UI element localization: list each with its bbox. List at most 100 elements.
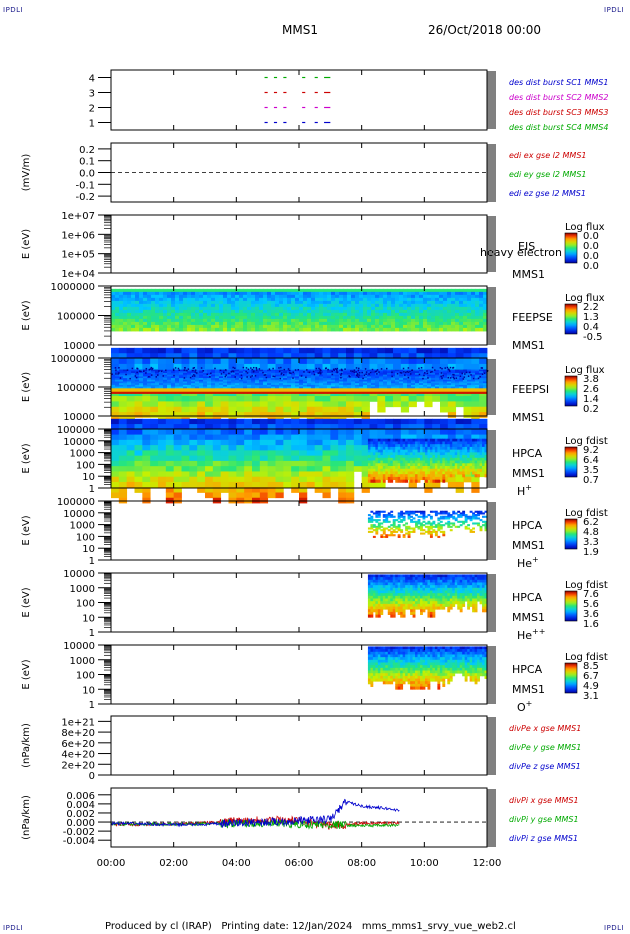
heatmap-cell bbox=[322, 434, 331, 441]
heatmap-cell bbox=[299, 288, 304, 293]
heatmap-cell bbox=[353, 466, 363, 472]
heatmap-cell bbox=[307, 388, 312, 391]
heatmap-cell bbox=[427, 306, 432, 311]
heatmap-speck bbox=[210, 372, 212, 375]
heatmap-cell bbox=[382, 444, 386, 448]
heatmap-speck bbox=[424, 372, 426, 374]
heatmap-speck bbox=[431, 366, 434, 369]
heatmap-cell bbox=[455, 401, 464, 408]
heatmap-cell bbox=[291, 374, 296, 377]
heatmap-cell bbox=[165, 412, 175, 418]
heatmap-cell bbox=[415, 386, 420, 389]
heatmap-cell bbox=[111, 347, 120, 354]
heatmap-cell bbox=[158, 358, 167, 365]
heatmap-cell bbox=[179, 386, 184, 389]
heatmap-cell bbox=[283, 401, 292, 408]
heatmap-cell bbox=[195, 312, 200, 317]
heatmap-cell bbox=[371, 379, 376, 382]
heatmap-cell bbox=[251, 309, 256, 314]
heatmap-cell bbox=[367, 468, 371, 472]
heatmap-cell bbox=[379, 291, 384, 296]
heatmap-cell bbox=[151, 386, 156, 389]
heatmap-speck bbox=[420, 366, 423, 369]
heatmap-speck bbox=[292, 377, 294, 379]
heatmap-speck bbox=[126, 369, 129, 371]
heatmap-cell bbox=[252, 439, 261, 446]
heatmap-cell bbox=[191, 391, 196, 394]
heatmap-speck bbox=[455, 377, 458, 379]
heatmap-cell bbox=[223, 315, 228, 320]
heatmap-cell bbox=[220, 418, 229, 425]
heatmap-cell bbox=[173, 347, 182, 354]
legend-label: edi ez gse l2 MMS1 bbox=[509, 189, 586, 198]
heatmap-speck bbox=[344, 368, 346, 370]
heatmap-cell bbox=[306, 412, 316, 418]
heatmap-cell bbox=[371, 384, 376, 388]
heatmap-cell bbox=[483, 324, 488, 329]
heatmap-cell bbox=[189, 353, 198, 359]
heatmap-cell bbox=[142, 412, 151, 418]
heatmap-cell bbox=[205, 424, 214, 430]
heatmap-cell bbox=[179, 297, 184, 302]
heatmap-cell bbox=[199, 327, 204, 332]
heatmap-cell bbox=[275, 445, 284, 451]
heatmap-cell bbox=[459, 376, 464, 379]
heatmap-cell bbox=[479, 406, 488, 413]
heatmap-cell bbox=[291, 327, 296, 332]
heatmap-cell bbox=[405, 449, 409, 453]
heatmap-cell bbox=[427, 324, 432, 329]
heatmap-cell bbox=[205, 439, 214, 446]
heatmap-cell bbox=[295, 312, 300, 317]
heatmap-cell bbox=[171, 300, 176, 305]
heatmap-cell bbox=[395, 309, 400, 314]
heatmap-cell bbox=[463, 294, 468, 299]
heatmap-cell bbox=[127, 371, 132, 374]
heatmap-cell bbox=[347, 372, 352, 376]
heatmap-cell bbox=[338, 445, 347, 451]
colorbar-tick-label: 1.3 bbox=[583, 312, 599, 323]
heatmap-cell bbox=[135, 391, 140, 394]
heatmap-cell bbox=[279, 388, 284, 391]
heatmap-cell bbox=[363, 309, 368, 314]
heatmap-cell bbox=[427, 327, 432, 332]
heatmap-cell bbox=[407, 386, 412, 389]
heatmap-cell bbox=[471, 424, 480, 430]
heatmap-speck bbox=[365, 373, 367, 375]
heatmap-cell bbox=[375, 376, 380, 379]
heatmap-cell bbox=[203, 297, 208, 302]
heatmap-cell bbox=[322, 471, 331, 478]
heatmap-cell bbox=[419, 288, 424, 293]
heatmap-cell bbox=[223, 300, 228, 305]
heatmap-cell bbox=[247, 383, 252, 386]
heatmap-cell bbox=[399, 297, 404, 302]
heatmap-cell bbox=[207, 379, 212, 382]
heatmap-speck bbox=[448, 370, 451, 372]
heatmap-cell bbox=[267, 434, 276, 441]
legend-label: des dist burst SC2 MMS2 bbox=[509, 93, 608, 102]
heatmap-cell bbox=[314, 476, 323, 483]
heatmap-cell bbox=[123, 379, 128, 382]
heatmap-cell bbox=[355, 321, 360, 326]
heatmap-cell bbox=[380, 441, 384, 445]
heatmap-speck bbox=[315, 367, 318, 370]
heatmap-cell bbox=[243, 318, 248, 323]
heatmap-cell bbox=[295, 303, 300, 308]
heatmap-cell bbox=[236, 476, 245, 483]
heatmap-cell bbox=[155, 315, 160, 320]
heatmap-cell bbox=[347, 386, 352, 389]
heatmap-cell bbox=[471, 429, 480, 435]
heatmap-cell bbox=[361, 439, 370, 446]
heatmap-cell bbox=[212, 481, 222, 488]
heatmap-speck bbox=[252, 366, 255, 369]
heatmap-cell bbox=[439, 312, 444, 317]
heatmap-speck bbox=[194, 371, 197, 373]
heatmap-cell bbox=[361, 460, 370, 467]
heatmap-cell bbox=[443, 324, 448, 329]
heatmap-cell bbox=[215, 297, 220, 302]
heatmap-cell bbox=[361, 412, 370, 418]
heatmap-cell bbox=[181, 401, 190, 408]
heatmap-cell bbox=[392, 474, 396, 478]
heatmap-cell bbox=[191, 288, 196, 293]
heatmap-speck bbox=[282, 374, 285, 376]
heatmap-cell bbox=[400, 438, 404, 442]
